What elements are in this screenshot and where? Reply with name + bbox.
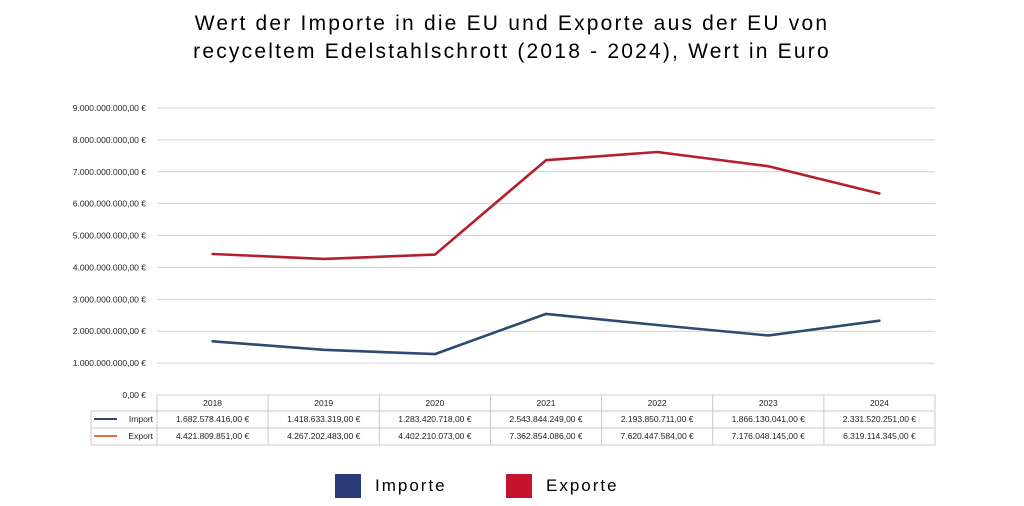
series-line-import [211, 312, 881, 356]
data-label: 1.418.633.319,00 € [287, 414, 361, 424]
legend-label-importe: Importe [375, 476, 447, 495]
legend-label-exporte: Exporte [546, 476, 619, 495]
data-label: 2.193.850.711,00 € [621, 414, 694, 424]
data-label: 2.543.844.249,00 € [509, 414, 583, 424]
x-category-label: 2020 [425, 398, 444, 408]
y-tick-label: 2.000.000.000,00 € [73, 326, 147, 336]
data-label: 4.421.809.851,00 € [176, 431, 250, 441]
data-label: 6.319.114.345,00 € [843, 431, 916, 441]
data-label: 2.331.520.251,00 € [843, 414, 917, 424]
table-series-name: Export [128, 431, 153, 441]
legend-swatch-exporte [506, 474, 532, 498]
chart-title-line-1: Wert der Importe in die EU und Exporte a… [194, 12, 830, 35]
data-label: 7.176.048.145,00 € [732, 431, 806, 441]
line-chart: 0,00 € 1.000.000.000,00 € 2.000.000.000,00… [73, 103, 936, 446]
legend-swatch-importe [335, 474, 361, 498]
x-category-label: 2023 [759, 398, 778, 408]
y-tick-label: 0,00 € [122, 390, 146, 400]
data-label: 7.362.854.086,00 € [509, 431, 583, 441]
y-tick-label: 5.000.000.000,00 € [73, 231, 147, 241]
data-label: 1.682.578.416,00 € [176, 414, 250, 424]
x-category-label: 2024 [870, 398, 889, 408]
data-label: 4.402.210.073,00 € [398, 431, 472, 441]
data-label: 7.620.447.584,00 € [621, 431, 695, 441]
y-tick-label: 1.000.000.000,00 € [73, 358, 147, 368]
x-category-label: 2018 [203, 398, 222, 408]
y-tick-label: 8.000.000.000,00 € [73, 135, 147, 145]
legend-item-importe: Importe [335, 474, 447, 498]
series-line-export [211, 150, 881, 261]
chart-legend: Importe Exporte [0, 474, 1024, 498]
x-category-label: 2021 [537, 398, 556, 408]
y-tick-label: 6.000.000.000,00 € [73, 199, 147, 209]
data-label: 4.267.202.483,00 € [287, 431, 361, 441]
y-tick-label: 7.000.000.000,00 € [73, 167, 147, 177]
y-tick-label: 4.000.000.000,00 € [73, 262, 147, 272]
data-label: 1.866.130.041,00 € [732, 414, 806, 424]
legend-item-exporte: Exporte [506, 474, 619, 498]
x-category-label: 2019 [314, 398, 333, 408]
y-tick-label: 9.000.000.000,00 € [73, 103, 147, 113]
data-label: 1.283.420.718,00 € [398, 414, 472, 424]
chart-title-line-2: recyceltem Edelstahlschrott (2018 - 2024… [193, 40, 831, 63]
x-category-label: 2022 [648, 398, 667, 408]
table-series-name: Import [129, 414, 154, 424]
y-tick-label: 3.000.000.000,00 € [73, 294, 147, 304]
chart-title: Wert der Importe in die EU und Exporte a… [0, 10, 1024, 66]
